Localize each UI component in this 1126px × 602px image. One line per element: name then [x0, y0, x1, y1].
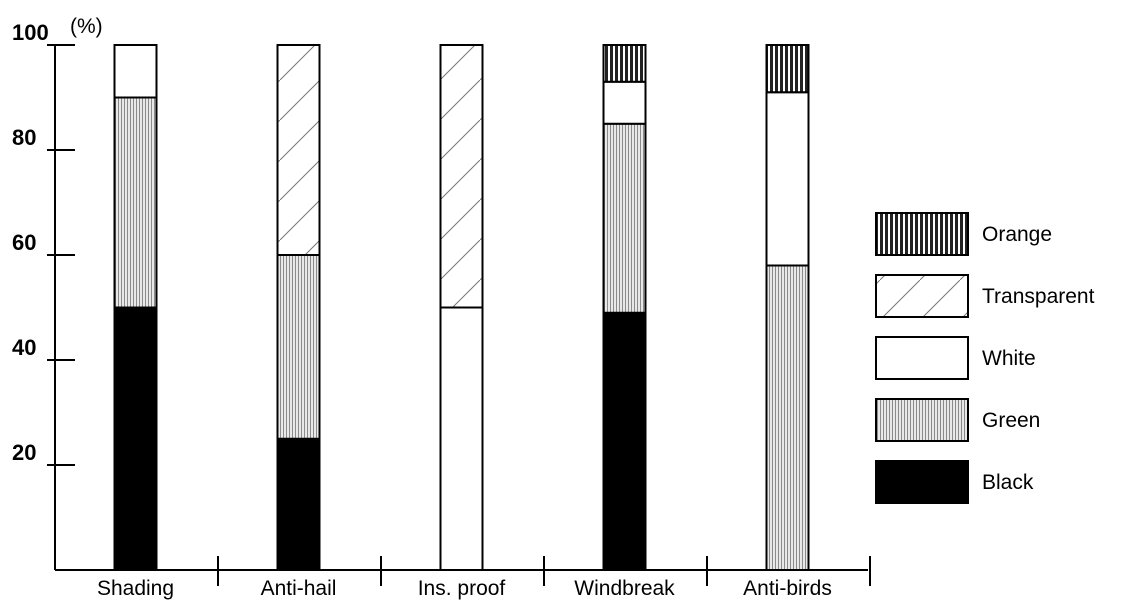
legend-swatch-transparent	[875, 274, 969, 318]
bar-segment-transparent	[276, 44, 321, 256]
y-axis-ticks: 20 40 60 80 100 (%)	[12, 15, 103, 466]
bar-segment-white	[765, 91, 810, 267]
x-category-label: Windbreak	[574, 577, 675, 600]
legend-swatch-black	[875, 460, 969, 504]
bar-segment-green	[602, 122, 647, 314]
bar-segment-white	[602, 80, 647, 125]
y-tick-label: 40	[12, 335, 36, 360]
bar-segment-black	[602, 311, 647, 571]
bar-segment-green	[276, 254, 321, 440]
bar-segment-black	[276, 437, 321, 571]
legend-swatch-orange	[875, 212, 969, 256]
bar-segment-black	[113, 306, 158, 571]
x-category-label: Anti-birds	[743, 577, 832, 600]
bar-segment-orange	[765, 44, 810, 94]
bar-segment-transparent	[439, 44, 484, 309]
y-tick-label: 100	[12, 20, 49, 45]
legend-label-white: White	[982, 347, 1036, 370]
legend-swatch-white	[875, 336, 969, 380]
legend-label-orange: Orange	[982, 223, 1052, 246]
bar-segment-green	[765, 264, 810, 571]
legend: Orange Transparent White Green Black	[875, 212, 1095, 504]
bars	[113, 44, 810, 571]
y-tick-label: 60	[12, 230, 36, 255]
x-category-label: Ins. proof	[418, 577, 506, 600]
legend-label-black: Black	[982, 471, 1034, 494]
bar-segment-green	[113, 96, 158, 309]
legend-label-transparent: Transparent	[982, 285, 1095, 308]
y-tick-label: 80	[12, 125, 36, 150]
x-category-label: Shading	[97, 577, 174, 600]
bar-segment-white	[439, 306, 484, 571]
y-tick-label: 20	[12, 440, 36, 465]
bar-segment-orange	[602, 44, 647, 83]
legend-swatch-green	[875, 398, 969, 442]
legend-label-green: Green	[982, 409, 1040, 432]
x-category-label: Anti-hail	[261, 577, 337, 600]
bar-segment-white	[113, 44, 158, 99]
y-axis-unit: (%)	[70, 15, 103, 38]
x-axis-labels: Shading Anti-hail Ins. proof Windbreak Anti-…	[97, 577, 832, 600]
